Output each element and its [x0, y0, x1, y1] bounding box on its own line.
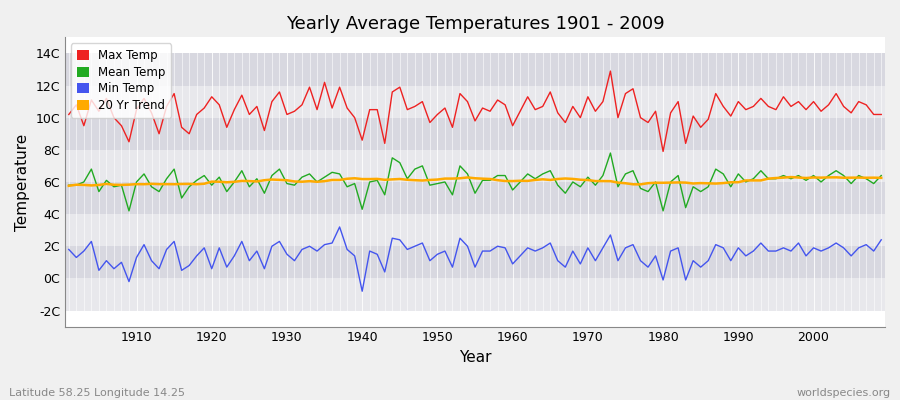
Text: worldspecies.org: worldspecies.org [796, 388, 891, 398]
Bar [65, 150, 885, 182]
Y-axis label: Temperature: Temperature [15, 133, 30, 230]
Bar [65, 182, 885, 214]
X-axis label: Year: Year [459, 350, 491, 365]
Title: Yearly Average Temperatures 1901 - 2009: Yearly Average Temperatures 1901 - 2009 [285, 15, 664, 33]
Bar [65, 118, 885, 150]
Bar [65, 278, 885, 310]
Bar [65, 246, 885, 278]
Text: Latitude 58.25 Longitude 14.25: Latitude 58.25 Longitude 14.25 [9, 388, 185, 398]
Bar [65, 54, 885, 86]
Bar [65, 214, 885, 246]
Bar [65, 86, 885, 118]
Legend: Max Temp, Mean Temp, Min Temp, 20 Yr Trend: Max Temp, Mean Temp, Min Temp, 20 Yr Tre… [71, 43, 171, 118]
